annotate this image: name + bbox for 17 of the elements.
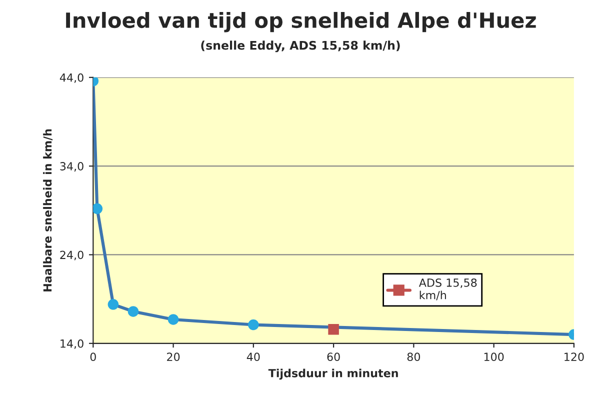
x-tick-label: 20: [167, 352, 180, 362]
y-tick-label: 34,0: [60, 162, 84, 172]
y-tick-label: 24,0: [60, 250, 84, 260]
legend-label: ADS 15,58 km/h: [418, 278, 477, 300]
y-axis-title: Haalbare snelheid in km/h: [43, 129, 53, 292]
y-tick-label: 14,0: [60, 339, 84, 349]
x-axis-title: Tijdsduur in minuten: [268, 368, 398, 380]
x-tick-label: 40: [246, 352, 260, 362]
x-tick-label: 120: [564, 352, 584, 362]
chart-subtitle: (snelle Eddy, ADS 15,58 km/h): [201, 40, 400, 52]
x-tick-label: 60: [327, 352, 340, 362]
y-tick-label: 44,0: [60, 73, 84, 83]
point: [328, 324, 339, 335]
x-tick-label: 0: [90, 352, 96, 362]
x-tick-label: 80: [407, 352, 420, 362]
chart-title: Invloed van tijd op snelheid Alpe d'Huez: [66, 12, 536, 32]
x-tick-label: 100: [484, 352, 504, 362]
